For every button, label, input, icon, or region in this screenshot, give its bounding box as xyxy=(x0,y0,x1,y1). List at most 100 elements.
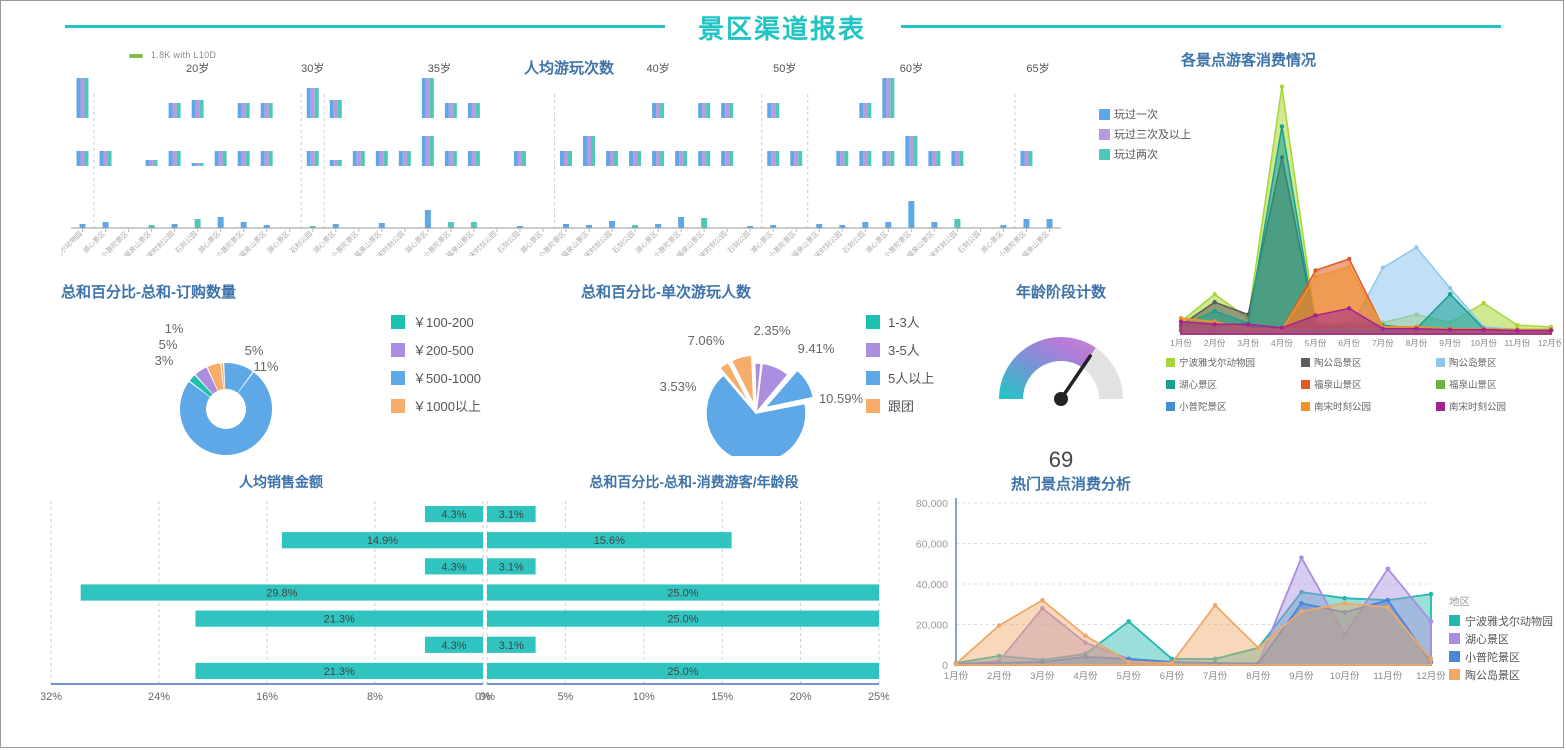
svg-text:石刻公园: 石刻公园 xyxy=(495,229,521,255)
svg-text:9月份: 9月份 xyxy=(1289,670,1314,682)
svg-text:3.53%: 3.53% xyxy=(660,379,697,394)
svg-text:9.41%: 9.41% xyxy=(798,341,835,356)
svg-text:10%: 10% xyxy=(633,691,655,703)
svg-text:湖心景区: 湖心景区 xyxy=(1465,633,1509,646)
svg-text:10.59%: 10.59% xyxy=(819,391,864,406)
svg-text:20,000: 20,000 xyxy=(916,620,948,632)
svg-text:2月份: 2月份 xyxy=(987,670,1012,682)
svg-text:小普陀景区: 小普陀景区 xyxy=(1179,401,1227,413)
svg-text:10月份: 10月份 xyxy=(1330,670,1360,682)
svg-text:各景点游客消费情况: 各景点游客消费情况 xyxy=(1180,51,1316,69)
svg-text:小普陀景区: 小普陀景区 xyxy=(1465,650,1520,664)
svg-text:12月份: 12月份 xyxy=(1416,670,1446,682)
svg-text:￥1000以上: ￥1000以上 xyxy=(413,399,481,414)
svg-text:69: 69 xyxy=(1049,447,1073,471)
svg-text:25.0%: 25.0% xyxy=(667,588,698,600)
svg-text:人均游玩次数: 人均游玩次数 xyxy=(524,59,615,77)
svg-text:50岁: 50岁 xyxy=(773,61,796,75)
svg-text:32%: 32% xyxy=(41,691,62,703)
svg-text:7.06%: 7.06% xyxy=(688,333,725,348)
svg-text:7月份: 7月份 xyxy=(1203,670,1228,682)
svg-text:4.3%: 4.3% xyxy=(441,561,466,573)
svg-text:16%: 16% xyxy=(256,691,278,703)
svg-text:11%: 11% xyxy=(253,359,278,374)
svg-text:29.8%: 29.8% xyxy=(266,588,297,600)
svg-text:陶公岛景区: 陶公岛景区 xyxy=(1449,357,1497,369)
svg-text:石刻公园: 石刻公园 xyxy=(956,229,982,255)
svg-text:3-5人: 3-5人 xyxy=(888,343,920,358)
svg-text:地区: 地区 xyxy=(1449,595,1470,608)
svg-text:陶公岛景区: 陶公岛景区 xyxy=(1465,668,1520,682)
svg-text:1月份: 1月份 xyxy=(944,670,969,682)
svg-text:60岁: 60岁 xyxy=(900,61,923,75)
svg-text:80,000: 80,000 xyxy=(916,498,948,510)
svg-text:￥100-200: ￥100-200 xyxy=(413,315,474,330)
svg-text:12月份: 12月份 xyxy=(1538,338,1561,348)
svg-text:年龄阶段计数: 年龄阶段计数 xyxy=(1016,283,1107,301)
svg-text:1-3人: 1-3人 xyxy=(888,315,920,330)
svg-text:总和百分比-单次游玩人数: 总和百分比-单次游玩人数 xyxy=(581,283,752,301)
svg-text:4.3%: 4.3% xyxy=(441,640,466,652)
svg-text:5月份: 5月份 xyxy=(1305,338,1327,348)
svg-text:￥200-500: ￥200-500 xyxy=(413,343,474,358)
svg-text:人均销售金额: 人均销售金额 xyxy=(239,474,323,490)
svg-text:20岁: 20岁 xyxy=(186,61,209,75)
svg-text:福泉山景区: 福泉山景区 xyxy=(1449,379,1497,391)
svg-text:石刻公园: 石刻公园 xyxy=(841,229,867,255)
svg-text:1月份: 1月份 xyxy=(1170,338,1192,348)
svg-text:8月份: 8月份 xyxy=(1406,338,1428,348)
svg-text:7月份: 7月份 xyxy=(1372,338,1394,348)
svg-text:8月份: 8月份 xyxy=(1246,670,1271,682)
svg-text:石刻公园: 石刻公园 xyxy=(610,229,636,255)
svg-text:5%: 5% xyxy=(245,343,264,358)
svg-text:5人以上: 5人以上 xyxy=(888,371,934,386)
svg-text:35岁: 35岁 xyxy=(428,61,451,75)
svg-text:65岁: 65岁 xyxy=(1026,61,1049,75)
svg-text:3月份: 3月份 xyxy=(1030,670,1055,682)
svg-text:25%: 25% xyxy=(868,691,889,703)
svg-text:15.6%: 15.6% xyxy=(594,535,625,547)
svg-text:6月份: 6月份 xyxy=(1338,338,1360,348)
svg-text:3.1%: 3.1% xyxy=(499,561,524,573)
svg-text:总和百分比-总和-订购数量: 总和百分比-总和-订购数量 xyxy=(61,283,236,301)
svg-text:宁波雅戈尔动物园: 宁波雅戈尔动物园 xyxy=(1179,357,1255,369)
svg-text:南宋时刻公园: 南宋时刻公园 xyxy=(1449,401,1506,413)
svg-text:宁波雅戈尔动物园: 宁波雅戈尔动物园 xyxy=(61,229,84,256)
svg-text:2月份: 2月份 xyxy=(1204,338,1226,348)
svg-text:15%: 15% xyxy=(711,691,733,703)
svg-text:24%: 24% xyxy=(148,691,170,703)
svg-text:9月份: 9月份 xyxy=(1439,338,1461,348)
svg-text:25.0%: 25.0% xyxy=(667,666,698,678)
svg-text:石刻公园: 石刻公园 xyxy=(288,229,314,255)
svg-text:5月份: 5月份 xyxy=(1117,670,1142,682)
svg-text:10月份: 10月份 xyxy=(1470,338,1497,348)
svg-text:石刻公园: 石刻公园 xyxy=(725,229,751,255)
svg-text:￥500-1000: ￥500-1000 xyxy=(413,371,481,386)
svg-text:11月份: 11月份 xyxy=(1373,670,1402,682)
svg-text:总和百分比-总和-消费游客/年龄段: 总和百分比-总和-消费游客/年龄段 xyxy=(589,474,798,490)
svg-text:2.35%: 2.35% xyxy=(754,323,791,338)
svg-text:14.9%: 14.9% xyxy=(367,535,398,547)
svg-text:3%: 3% xyxy=(155,353,174,368)
svg-text:25.0%: 25.0% xyxy=(667,614,698,626)
svg-text:宁波雅戈尔动物园: 宁波雅戈尔动物园 xyxy=(1465,614,1553,628)
svg-text:湖心景区: 湖心景区 xyxy=(1179,380,1218,391)
svg-text:60,000: 60,000 xyxy=(916,539,948,551)
svg-text:20%: 20% xyxy=(790,691,812,703)
svg-text:5%: 5% xyxy=(557,691,573,703)
svg-text:3.1%: 3.1% xyxy=(499,640,524,652)
svg-text:5%: 5% xyxy=(159,337,178,352)
svg-text:湖心景区: 湖心景区 xyxy=(265,229,291,255)
svg-text:6月份: 6月份 xyxy=(1160,670,1185,682)
svg-text:11月份: 11月份 xyxy=(1504,338,1530,348)
svg-text:3月份: 3月份 xyxy=(1237,338,1259,348)
svg-text:40岁: 40岁 xyxy=(646,61,669,75)
svg-text:3.1%: 3.1% xyxy=(499,509,524,521)
svg-text:跟团: 跟团 xyxy=(888,399,914,414)
svg-text:30岁: 30岁 xyxy=(301,61,324,75)
svg-text:8%: 8% xyxy=(367,691,383,703)
svg-text:4月份: 4月份 xyxy=(1073,670,1098,682)
svg-text:21.3%: 21.3% xyxy=(324,614,355,626)
svg-text:1%: 1% xyxy=(165,321,184,336)
svg-text:4.3%: 4.3% xyxy=(441,509,466,521)
